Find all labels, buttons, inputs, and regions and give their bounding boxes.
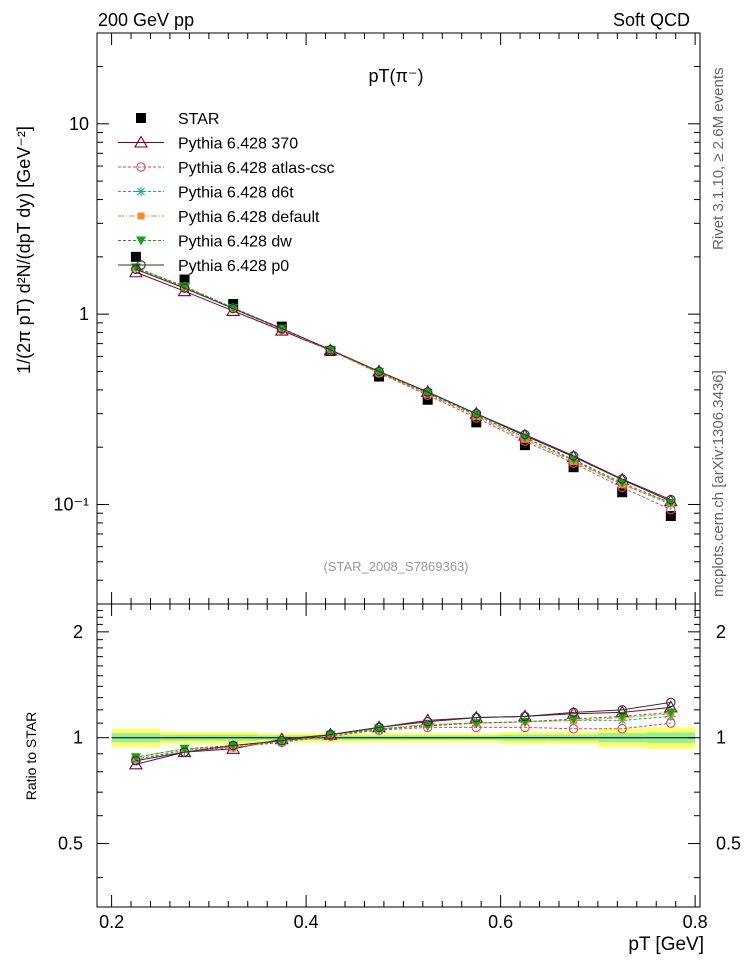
energy-label: 200 GeV pp [98, 10, 194, 30]
x-tick-label: 0.4 [294, 912, 319, 932]
data-point [520, 429, 530, 440]
legend-label: Pythia 6.428 p0 [178, 258, 289, 275]
ratio-data-point [666, 697, 676, 708]
legend-entry: Pythia 6.428 dw [118, 234, 292, 251]
ratio-y-tick-label-right: 2 [716, 622, 726, 642]
ratio-data-point [325, 729, 336, 740]
series-line [135, 268, 672, 501]
x-tick-label: 0.8 [683, 912, 708, 932]
ratio-data-point [568, 715, 579, 725]
ratio-y-tick-label: 2 [73, 622, 83, 642]
ratio-data-point [179, 744, 190, 754]
legend-entry: Pythia 6.428 370 [118, 135, 298, 153]
legend-label: Pythia 6.428 dw [178, 234, 292, 251]
ratio-y-axis-label: Ratio to STAR [23, 712, 39, 800]
ratio-data-point [665, 708, 676, 718]
data-point [422, 387, 433, 397]
ratio-series-line [135, 701, 671, 762]
ratio-data-point [228, 740, 238, 751]
series-line [135, 268, 672, 511]
data-point [471, 411, 482, 421]
y-tick-label: 10 [69, 114, 89, 134]
data-point [471, 408, 482, 419]
analysis-watermark: (STAR_2008_S7869363) [323, 559, 468, 574]
data-point [374, 366, 384, 377]
plot-title: pT(π⁻) [369, 66, 424, 86]
ratio-series-pythia-6-428-p0 [131, 697, 676, 766]
ratio-y-tick-label: 0.5 [58, 834, 83, 854]
rivet-version-label: Rivet 3.1.10, ≥ 2.6M events [710, 68, 727, 251]
data-point [179, 283, 190, 293]
legend-entry: STAR [136, 111, 219, 128]
legend-marker [137, 212, 145, 220]
ratio-data-point [374, 722, 384, 733]
ratio-data-point [179, 747, 190, 757]
ratio-data-point [617, 705, 627, 715]
legend-label: Pythia 6.428 d6t [178, 185, 294, 202]
legend-entry: Pythia 6.428 d6t [118, 185, 294, 202]
x-tick-label: 0.6 [488, 912, 513, 932]
series-line [135, 271, 672, 502]
data-point [568, 451, 579, 461]
series-line [135, 266, 672, 504]
legend-label: Pythia 6.428 atlas-csc [178, 160, 335, 177]
series-star [130, 251, 676, 521]
legend-entry: Pythia 6.428 p0 [118, 258, 289, 275]
legend-label: Pythia 6.428 370 [178, 136, 298, 153]
ratio-plot-frame [96, 603, 701, 908]
ratio-plot-panel: Ratio to STAR 0.5 0.5 1 1 2 2 0.2 0.4 0.6 0.8 [23, 603, 741, 932]
ratio-data-point [617, 712, 628, 722]
legend-label: STAR [178, 111, 219, 128]
legend-entry: Pythia 6.428 default [118, 209, 320, 226]
y-tick-label: 10⁻¹ [53, 494, 89, 514]
data-point [666, 494, 676, 505]
data-point [617, 474, 627, 484]
y-tick-label: 1 [79, 304, 89, 324]
ratio-series-line [135, 722, 671, 760]
data-point [277, 323, 287, 334]
data-point [179, 274, 190, 285]
ratio-series-line [135, 713, 671, 758]
legend-marker [136, 260, 146, 270]
data-point [228, 303, 238, 314]
legend-marker [134, 135, 148, 148]
legend: STAR Pythia 6.428 370 Pythia 6.428 atlas-c… [118, 111, 335, 275]
ratio-data-point [277, 736, 287, 746]
process-label: Soft QCD [613, 10, 690, 30]
legend-entry: Pythia 6.428 atlas-csc [118, 160, 335, 177]
ratio-y-tick-label-right: 1 [716, 728, 726, 748]
data-point [617, 487, 628, 498]
data-point [665, 510, 676, 521]
ratio-data-point [422, 717, 433, 727]
main-plot-panel: pT(π⁻) (STAR_2008_S7869363) 1/(2π pT) d²… [14, 32, 701, 605]
data-point [325, 345, 336, 355]
ratio-data-point [568, 707, 579, 718]
x-tick-label: 0.2 [99, 912, 124, 932]
ratio-data-point [130, 753, 141, 763]
x-axis-label: pT [GeV] [628, 934, 704, 955]
ratio-data-point [131, 755, 141, 766]
legend-label: Pythia 6.428 default [178, 209, 320, 226]
legend-marker [136, 236, 146, 246]
ratio-data-point [520, 711, 530, 722]
legend-marker [136, 162, 146, 172]
ratio-series-line [135, 706, 671, 765]
legend-marker [136, 113, 146, 123]
mcplots-source-label: mcplots.cern.ch [arXiv:1306.3436] [710, 370, 727, 597]
legend-marker [136, 186, 146, 197]
series-pythia-6-428-p0 [131, 264, 676, 505]
ratio-y-tick-label: 1 [73, 728, 83, 748]
ratio-y-tick-label-right: 0.5 [716, 834, 741, 854]
y-axis-label: 1/(2π pT) d²N/(dpT dy) [GeV⁻²] [14, 126, 34, 374]
ratio-data-point [471, 712, 482, 723]
ratio-series-line [135, 711, 671, 758]
data-point [130, 251, 141, 262]
